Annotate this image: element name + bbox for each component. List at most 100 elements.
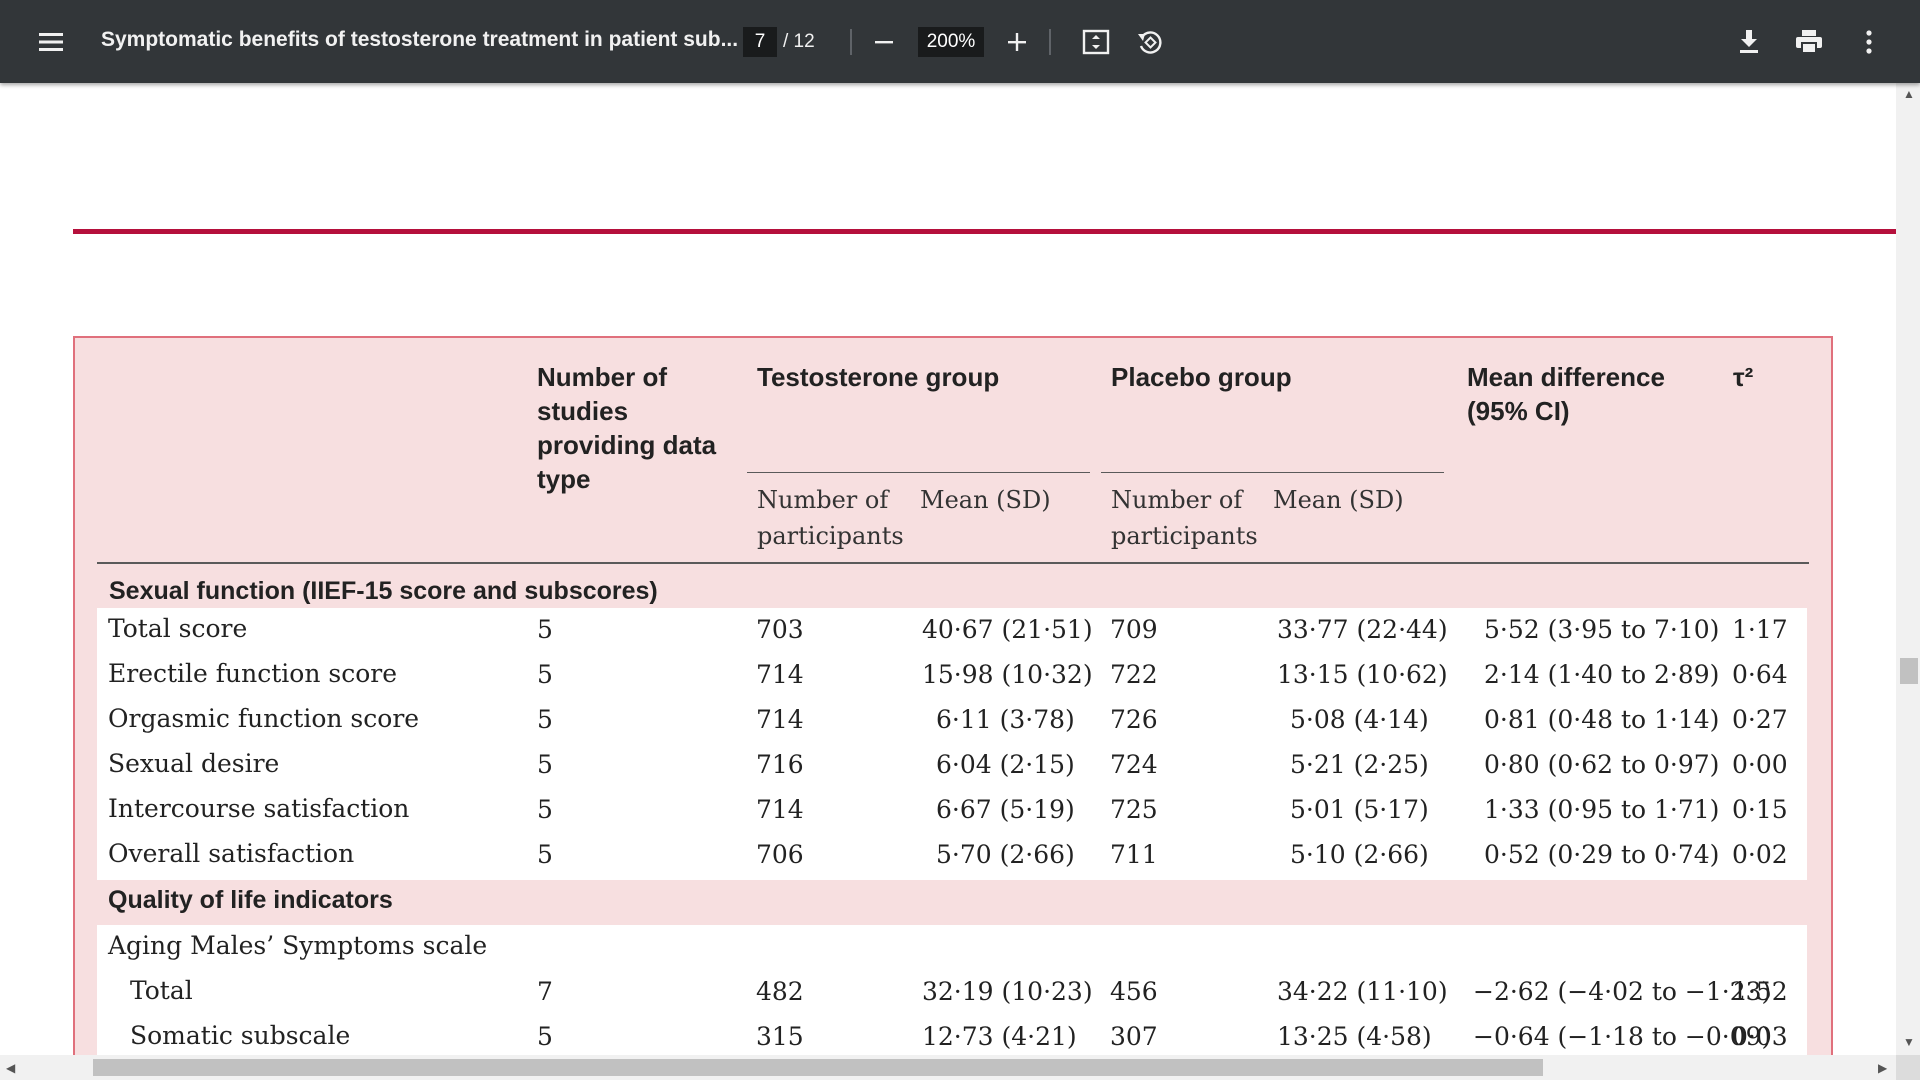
cell-mean-diff: 5·52 (3·95 to 7·10) — [1484, 615, 1720, 644]
cell-tau: 1·17 — [1732, 615, 1788, 644]
cell-p-participants: 711 — [1110, 840, 1158, 869]
cell-t-participants: 315 — [756, 1022, 804, 1051]
zoom-out-button[interactable] — [862, 20, 906, 64]
cell-t-participants: 714 — [756, 705, 804, 734]
cell-t-mean: 12·73 (4·21) — [922, 1022, 1077, 1051]
vertical-scroll-thumb[interactable] — [1900, 658, 1918, 684]
cell-tau: 0·15 — [1732, 795, 1788, 824]
cell-t-mean: 6·04 (2·15) — [936, 750, 1075, 779]
quality-of-life-rows: Aging Males’ Symptoms scale Total 7 482 … — [97, 925, 1807, 1055]
cell-studies: 5 — [537, 705, 553, 734]
horizontal-scrollbar[interactable]: ◀ ▶ — [0, 1055, 1896, 1080]
cell-t-mean: 5·70 (2·66) — [936, 840, 1075, 869]
sexual-function-rows: Total score 5 703 40·67 (21·51) 709 33·7… — [97, 608, 1807, 880]
testosterone-group-rule — [747, 472, 1090, 473]
toolbar-divider — [1049, 29, 1051, 55]
vertical-scrollbar[interactable]: ▲ ▼ — [1896, 83, 1920, 1055]
cell-p-mean: 5·10 (2·66) — [1290, 840, 1429, 869]
cell-p-mean: 33·77 (22·44) — [1277, 615, 1448, 644]
scroll-right-arrow-icon[interactable]: ▶ — [1878, 1061, 1888, 1075]
cell-p-participants: 724 — [1110, 750, 1158, 779]
sub-header-t-mean: Mean (SD) — [920, 486, 1051, 514]
toolbar-divider — [850, 29, 852, 55]
table-row: Sexual desire 5 716 6·04 (2·15) 724 5·21… — [97, 743, 1807, 788]
fit-to-page-icon — [1082, 29, 1110, 55]
table-row: Overall satisfaction 5 706 5·70 (2·66) 7… — [97, 833, 1807, 878]
page-total: / 12 — [783, 31, 815, 52]
download-button[interactable] — [1727, 20, 1771, 64]
scroll-up-arrow-icon[interactable]: ▲ — [1903, 87, 1915, 101]
table-row: Intercourse satisfaction 5 714 6·67 (5·1… — [97, 788, 1807, 833]
table-row: Somatic subscale 5 315 12·73 (4·21) 307 … — [97, 1015, 1807, 1055]
cell-p-participants: 725 — [1110, 795, 1158, 824]
cell-tau: 0·02 — [1732, 840, 1788, 869]
row-label: Erectile function score — [108, 659, 398, 688]
rotate-icon — [1138, 31, 1162, 54]
page-number-input[interactable]: 7 — [743, 27, 777, 57]
col-header-mean-diff: Mean difference (95% CI) — [1467, 362, 1665, 426]
table-row: Erectile function score 5 714 15·98 (10·… — [97, 653, 1807, 698]
cell-mean-diff: 0·52 (0·29 to 0·74) — [1484, 840, 1720, 869]
cell-t-mean: 40·67 (21·51) — [922, 615, 1093, 644]
row-label: Overall satisfaction — [108, 839, 355, 868]
row-label: Somatic subscale — [130, 1021, 351, 1050]
document-viewer[interactable]: Number of studies providing data type Te… — [0, 83, 1896, 1055]
col-header-studies: Number of studies providing data type — [537, 362, 717, 494]
sub-header-p-participants: Number of participants — [1111, 486, 1258, 550]
more-actions-button[interactable] — [1847, 20, 1891, 64]
cell-t-participants: 714 — [756, 795, 804, 824]
fit-to-page-button[interactable] — [1074, 20, 1118, 64]
cell-p-mean: 34·22 (11·10) — [1277, 977, 1448, 1006]
cell-tau: 1·52 — [1732, 977, 1788, 1006]
row-label: Intercourse satisfaction — [108, 794, 410, 823]
cell-t-participants: 716 — [756, 750, 804, 779]
rotate-button[interactable] — [1128, 20, 1172, 64]
cell-tau: 0·64 — [1732, 660, 1788, 689]
subsection-label-ams: Aging Males’ Symptoms scale — [108, 931, 488, 960]
cell-mean-diff: 0·80 (0·62 to 0·97) — [1484, 750, 1720, 779]
hamburger-menu-icon[interactable] — [29, 20, 73, 64]
row-label: Sexual desire — [108, 749, 280, 778]
section-heading-sexual-function: Sexual function (IIEF-15 score and subsc… — [109, 577, 658, 605]
cell-p-mean: 13·25 (4·58) — [1277, 1022, 1432, 1051]
cell-p-participants: 722 — [1110, 660, 1158, 689]
cell-p-mean: 5·01 (5·17) — [1290, 795, 1429, 824]
row-label: Total — [130, 976, 193, 1005]
minus-icon — [875, 41, 893, 44]
table-row: Orgasmic function score 5 714 6·11 (3·78… — [97, 698, 1807, 743]
row-label: Orgasmic function score — [108, 704, 420, 733]
cell-p-participants: 709 — [1110, 615, 1158, 644]
cell-studies: 5 — [537, 660, 553, 689]
cell-p-participants: 726 — [1110, 705, 1158, 734]
more-vert-icon — [1866, 30, 1872, 54]
scroll-down-arrow-icon[interactable]: ▼ — [1903, 1035, 1915, 1049]
cell-studies: 7 — [537, 977, 553, 1006]
sub-header-p-mean: Mean (SD) — [1273, 486, 1404, 514]
cell-p-mean: 5·08 (4·14) — [1290, 705, 1429, 734]
cell-p-participants: 456 — [1110, 977, 1158, 1006]
cell-t-participants: 482 — [756, 977, 804, 1006]
scroll-left-arrow-icon[interactable]: ◀ — [6, 1061, 16, 1075]
horizontal-scroll-thumb[interactable] — [93, 1059, 1543, 1076]
cell-t-mean: 6·11 (3·78) — [936, 705, 1075, 734]
cell-mean-diff: −2·62 (−4·02 to −1·23) — [1473, 977, 1772, 1006]
cell-tau: 0·27 — [1732, 705, 1788, 734]
section-heading-quality-of-life: Quality of life indicators — [108, 886, 393, 914]
cell-t-participants: 714 — [756, 660, 804, 689]
cell-studies: 5 — [537, 840, 553, 869]
placebo-group-rule — [1101, 472, 1444, 473]
sub-header-t-participants: Number of participants — [757, 486, 904, 550]
table-row: Total 7 482 32·19 (10·23) 456 34·22 (11·… — [97, 970, 1807, 1015]
print-button[interactable] — [1787, 20, 1831, 64]
cell-studies: 5 — [537, 1022, 553, 1051]
cell-tau: 0·00 — [1732, 750, 1788, 779]
cell-t-participants: 703 — [756, 615, 804, 644]
zoom-level-input[interactable]: 200% — [918, 27, 984, 57]
cell-t-mean: 6·67 (5·19) — [936, 795, 1075, 824]
cell-p-participants: 307 — [1110, 1022, 1158, 1051]
zoom-in-button[interactable] — [995, 20, 1039, 64]
cell-mean-diff: 0·81 (0·48 to 1·14) — [1484, 705, 1720, 734]
plus-icon — [1008, 33, 1026, 51]
header-bottom-rule — [97, 562, 1809, 564]
cell-mean-diff: 1·33 (0·95 to 1·71) — [1484, 795, 1720, 824]
